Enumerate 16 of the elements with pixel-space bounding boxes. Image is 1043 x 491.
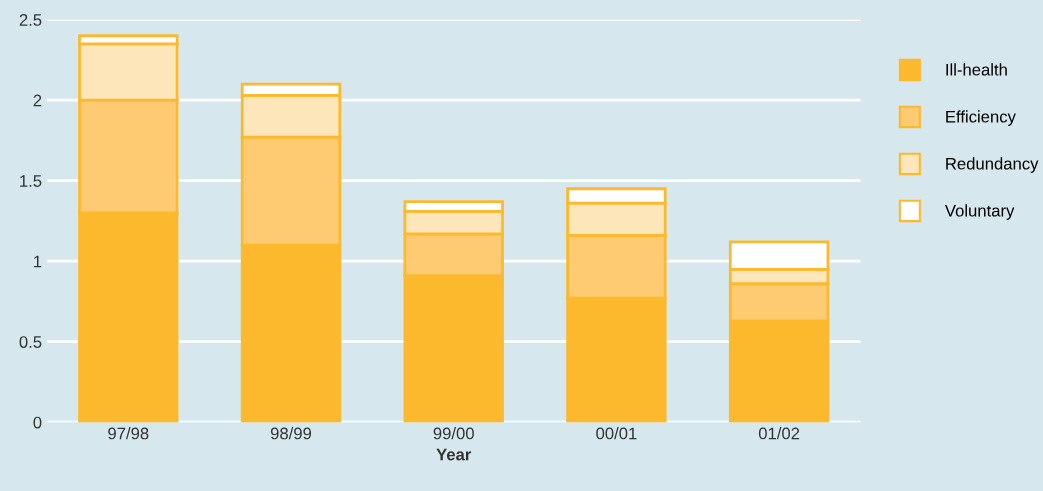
legend-label: Voluntary: [944, 204, 1015, 220]
y-tick-label: 2: [33, 94, 42, 107]
y-tick-label: 1.5: [20, 175, 42, 187]
legend-label: Efficiency: [946, 110, 1016, 126]
y-tick-label: 2.5: [19, 14, 42, 26]
legend-label: Redundancy: [946, 157, 1039, 173]
y-tick-label: 0.5: [19, 336, 42, 348]
x-axis-title: Year: [436, 448, 472, 461]
y-tick-label: 0: [33, 416, 42, 429]
y-tick-label: 1: [34, 255, 42, 268]
x-tick-label: 98/99: [270, 427, 312, 440]
x-tick-label: 99/00: [433, 427, 474, 440]
legend-label: Ill-health: [946, 63, 1007, 76]
x-tick-label: 97/98: [108, 427, 149, 440]
x-tick-label: 00/01: [596, 427, 637, 440]
x-tick-label: 01/02: [758, 427, 800, 440]
